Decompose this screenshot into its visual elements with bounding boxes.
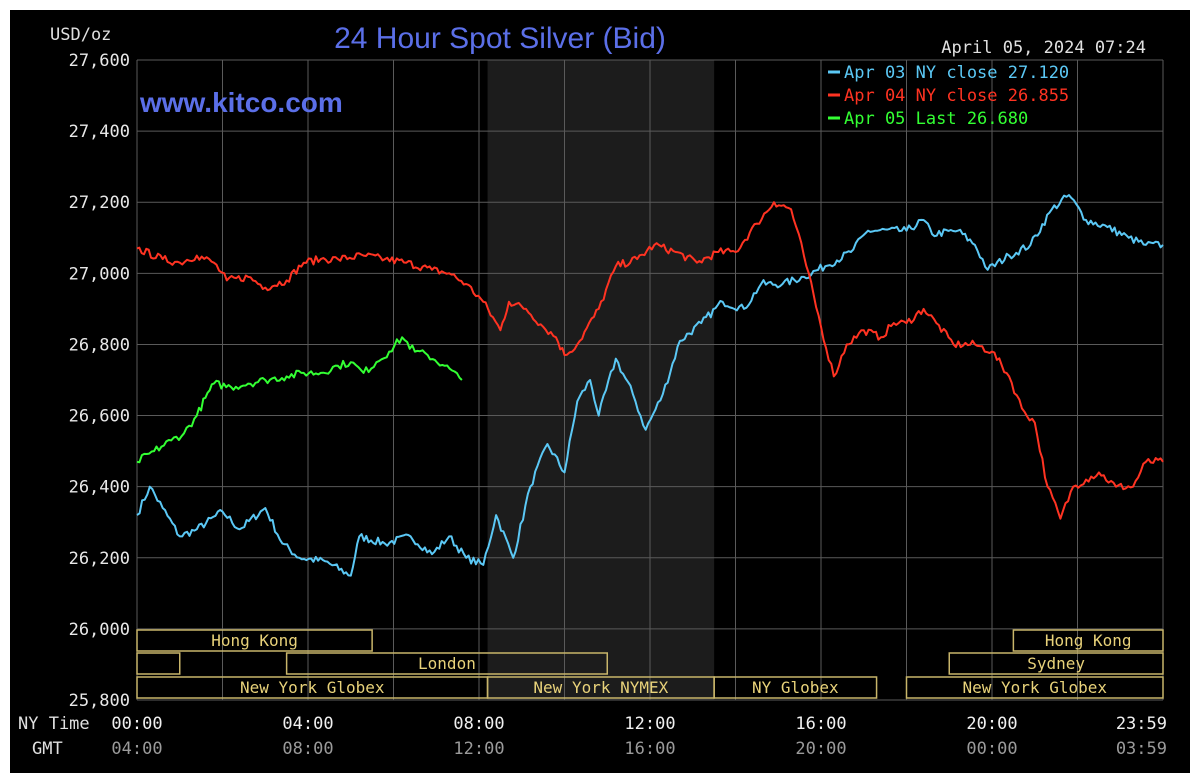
x-tick-label-ny: 00:00 bbox=[111, 714, 162, 734]
session-label: New York NYMEX bbox=[533, 678, 668, 697]
session-label: NY Globex bbox=[752, 678, 839, 697]
session-bar bbox=[136, 629, 373, 652]
x-tick-label-ny: 23:59 bbox=[1116, 714, 1167, 734]
chart-title: 24 Hour Spot Silver (Bid) bbox=[334, 22, 666, 55]
x-tick-label-gmt: 00:00 bbox=[966, 739, 1017, 759]
x-tick-label-gmt: 16:00 bbox=[624, 739, 675, 759]
series-line bbox=[136, 201, 1164, 520]
series-line bbox=[136, 194, 1164, 577]
y-tick-label: 27,400 bbox=[69, 122, 130, 142]
session-bar bbox=[136, 652, 181, 675]
session-bar bbox=[713, 676, 878, 699]
chart-timestamp: April 05, 2024 07:24 bbox=[941, 38, 1146, 58]
legend: Apr 03 NY close 27.120 Apr 04 NY close 26… bbox=[828, 63, 1069, 129]
session-label: Hong Kong bbox=[211, 631, 298, 650]
x-tick-label-ny: 08:00 bbox=[453, 714, 504, 734]
y-tick-label: 26,400 bbox=[69, 478, 130, 498]
x-tick-label-ny: 20:00 bbox=[966, 714, 1017, 734]
y-tick-label: 26,800 bbox=[69, 335, 130, 355]
session-bar bbox=[1012, 629, 1164, 652]
price-series bbox=[136, 194, 1164, 577]
axis-labels: 27,600 27,400 27,200 27,000 26,800 26,600 26,4… bbox=[69, 51, 1167, 759]
session-label: New York Globex bbox=[963, 678, 1108, 697]
watermark: www.kitco.com bbox=[139, 87, 343, 118]
shaded-region bbox=[487, 60, 715, 700]
x-tick-label-gmt: 04:00 bbox=[111, 739, 162, 759]
legend-entry: Apr 03 NY close 27.120 bbox=[844, 63, 1069, 83]
x-tick-label-ny: 04:00 bbox=[282, 714, 333, 734]
y-tick-label: 26,600 bbox=[69, 407, 130, 427]
legend-entry: Apr 04 NY close 26.855 bbox=[844, 86, 1069, 106]
y-tick-label: 26,000 bbox=[69, 620, 130, 640]
session-label: Hong Kong bbox=[1045, 631, 1132, 650]
session-bar bbox=[905, 676, 1164, 699]
unit-label: USD/oz bbox=[50, 25, 111, 45]
session-label: New York Globex bbox=[240, 678, 385, 697]
x-tick-label-gmt: 08:00 bbox=[282, 739, 333, 759]
gmt-row-label: GMT bbox=[32, 739, 63, 759]
y-tick-label: 27,000 bbox=[69, 264, 130, 284]
x-tick-label-gmt: 20:00 bbox=[795, 739, 846, 759]
y-tick-label: 25,800 bbox=[69, 691, 130, 711]
session-bar bbox=[285, 652, 608, 675]
trading-session-bars: Hong Kong Hong Kong London Sydney New York G… bbox=[136, 629, 1164, 699]
silver-price-chart: Hong Kong Hong Kong London Sydney New York G… bbox=[18, 22, 1167, 759]
series-line bbox=[136, 336, 463, 464]
legend-entry: Apr 05 Last 26.680 bbox=[844, 109, 1028, 129]
nymex-session-shade bbox=[487, 60, 715, 700]
x-tick-label-ny: 12:00 bbox=[624, 714, 675, 734]
chart-frame: Hong Kong Hong Kong London Sydney New York G… bbox=[10, 10, 1190, 773]
y-tick-label: 27,600 bbox=[69, 51, 130, 71]
x-tick-label-gmt: 03:59 bbox=[1116, 739, 1167, 759]
grid-lines bbox=[136, 59, 1164, 701]
session-bar bbox=[948, 652, 1164, 675]
ny-time-row-label: NY Time bbox=[18, 714, 90, 734]
session-label: London bbox=[418, 654, 476, 673]
x-tick-label-ny: 16:00 bbox=[795, 714, 846, 734]
y-tick-label: 26,200 bbox=[69, 549, 130, 569]
session-label: Sydney bbox=[1027, 654, 1085, 673]
y-tick-label: 27,200 bbox=[69, 193, 130, 213]
x-tick-label-gmt: 12:00 bbox=[453, 739, 504, 759]
